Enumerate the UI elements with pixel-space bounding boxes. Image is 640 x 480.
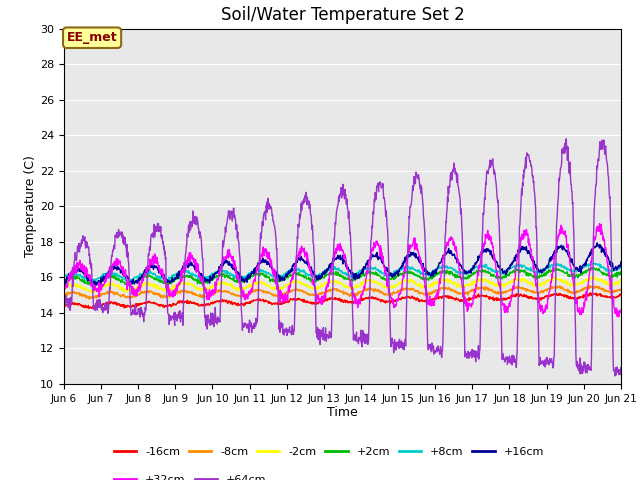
Text: EE_met: EE_met bbox=[67, 31, 117, 44]
-8cm bbox=[85, 296, 93, 302]
+8cm bbox=[184, 270, 192, 276]
+8cm bbox=[502, 269, 509, 275]
+64cm bbox=[60, 300, 68, 306]
-16cm bbox=[90, 306, 98, 312]
+2cm bbox=[184, 274, 192, 280]
+2cm bbox=[171, 277, 179, 283]
+8cm bbox=[589, 261, 596, 266]
-16cm bbox=[587, 290, 595, 296]
+16cm bbox=[184, 260, 192, 266]
-8cm bbox=[586, 283, 594, 288]
-8cm bbox=[551, 284, 559, 290]
+32cm bbox=[60, 284, 68, 290]
+8cm bbox=[171, 273, 179, 278]
+2cm bbox=[617, 270, 625, 276]
-8cm bbox=[184, 288, 192, 294]
+2cm bbox=[89, 283, 97, 288]
+2cm bbox=[589, 264, 596, 270]
Line: +16cm: +16cm bbox=[64, 243, 621, 285]
+16cm bbox=[246, 271, 254, 276]
+8cm bbox=[429, 268, 437, 274]
Line: +2cm: +2cm bbox=[64, 267, 621, 286]
+64cm bbox=[617, 364, 625, 370]
+8cm bbox=[60, 274, 68, 279]
+32cm bbox=[184, 254, 191, 260]
Line: +8cm: +8cm bbox=[64, 264, 621, 282]
-2cm bbox=[246, 282, 254, 288]
+16cm bbox=[60, 282, 68, 288]
-2cm bbox=[590, 274, 598, 279]
-16cm bbox=[502, 295, 509, 301]
-8cm bbox=[246, 289, 254, 295]
+64cm bbox=[246, 321, 254, 327]
Legend: +32cm, +64cm: +32cm, +64cm bbox=[114, 475, 266, 480]
+8cm bbox=[551, 262, 559, 267]
+32cm bbox=[596, 221, 604, 227]
-2cm bbox=[502, 282, 509, 288]
Y-axis label: Temperature (C): Temperature (C) bbox=[24, 156, 37, 257]
-8cm bbox=[60, 292, 68, 298]
+2cm bbox=[502, 274, 509, 279]
-2cm bbox=[60, 285, 68, 291]
-2cm bbox=[184, 281, 192, 287]
-16cm bbox=[429, 296, 437, 301]
+16cm bbox=[593, 240, 601, 246]
+2cm bbox=[551, 266, 559, 272]
+32cm bbox=[617, 307, 625, 313]
Line: -8cm: -8cm bbox=[64, 286, 621, 299]
-2cm bbox=[88, 290, 96, 296]
Line: +64cm: +64cm bbox=[64, 139, 621, 376]
+64cm bbox=[502, 357, 509, 363]
+32cm bbox=[614, 314, 622, 320]
-2cm bbox=[617, 276, 625, 282]
-2cm bbox=[429, 283, 437, 289]
-8cm bbox=[502, 289, 509, 295]
+32cm bbox=[551, 256, 559, 262]
-16cm bbox=[184, 300, 192, 306]
-16cm bbox=[551, 292, 559, 298]
Line: -16cm: -16cm bbox=[64, 293, 621, 309]
+16cm bbox=[617, 259, 625, 265]
-16cm bbox=[617, 292, 625, 298]
+2cm bbox=[429, 274, 437, 279]
-8cm bbox=[429, 289, 437, 295]
+64cm bbox=[551, 332, 559, 337]
Title: Soil/Water Temperature Set 2: Soil/Water Temperature Set 2 bbox=[221, 6, 464, 24]
-16cm bbox=[171, 301, 179, 307]
+32cm bbox=[246, 291, 254, 297]
-16cm bbox=[246, 299, 254, 305]
+16cm bbox=[171, 275, 179, 281]
-2cm bbox=[171, 285, 179, 290]
+16cm bbox=[429, 273, 437, 279]
-8cm bbox=[171, 291, 179, 297]
+2cm bbox=[246, 274, 254, 279]
+32cm bbox=[429, 301, 436, 307]
+64cm bbox=[563, 136, 570, 142]
+2cm bbox=[60, 276, 68, 282]
+8cm bbox=[92, 279, 100, 285]
Line: -2cm: -2cm bbox=[64, 276, 621, 293]
+32cm bbox=[170, 291, 178, 297]
-8cm bbox=[617, 286, 625, 292]
+64cm bbox=[611, 373, 619, 379]
-16cm bbox=[60, 303, 68, 309]
+64cm bbox=[170, 317, 178, 323]
+16cm bbox=[551, 248, 559, 253]
-2cm bbox=[551, 275, 559, 280]
+64cm bbox=[184, 234, 191, 240]
+32cm bbox=[502, 303, 509, 309]
+16cm bbox=[502, 272, 509, 277]
+8cm bbox=[617, 264, 625, 269]
Line: +32cm: +32cm bbox=[64, 224, 621, 317]
X-axis label: Time: Time bbox=[327, 407, 358, 420]
+64cm bbox=[429, 342, 436, 348]
+8cm bbox=[246, 271, 254, 277]
+16cm bbox=[92, 282, 99, 288]
